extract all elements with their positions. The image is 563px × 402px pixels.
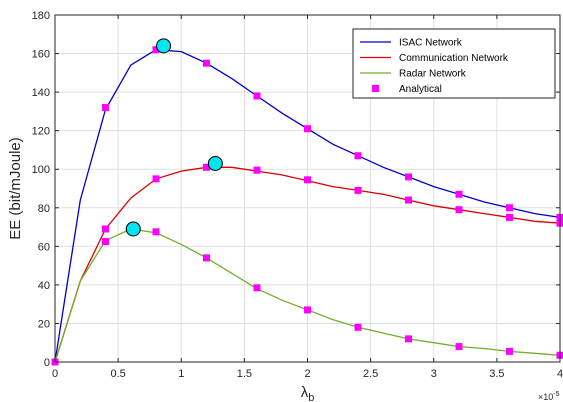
analytical-marker (354, 323, 362, 331)
x-tick-label: 3 (431, 368, 437, 380)
y-tick-label: 140 (32, 87, 50, 99)
optimal-points (125, 38, 223, 237)
y-tick-label: 80 (38, 203, 50, 215)
legend-label: Analytical (399, 84, 442, 95)
x-tick-label: 0 (52, 368, 58, 380)
x-tick-label: 2.5 (363, 368, 378, 380)
legend: ISAC Network Communication Network Radar N… (352, 28, 556, 99)
y-tick-label: 160 (32, 49, 50, 61)
x-tick-label: 1.5 (237, 368, 252, 380)
analytical-marker (152, 46, 160, 54)
legend-label: Radar Network (399, 69, 467, 80)
analytical-marker (506, 213, 513, 221)
analytical-marker (354, 186, 362, 194)
analytical-marker (455, 206, 463, 214)
analytical-marker (152, 175, 160, 183)
x-axis-label-main: λ (301, 384, 309, 401)
y-tick-label: 60 (38, 241, 50, 253)
x-axis-multiplier-exponent: -5 (553, 391, 559, 398)
legend-swatch-3 (372, 85, 379, 92)
optimal-point-marker-1 (207, 155, 223, 171)
analytical-marker (354, 152, 362, 160)
analytical-marker (405, 335, 412, 343)
legend-label: Communication Network (399, 53, 509, 64)
analytical-marker (253, 92, 261, 100)
analytical-markers (51, 46, 563, 366)
analytical-marker (253, 284, 261, 292)
analytical-marker (304, 306, 311, 314)
y-tick-label: 20 (38, 318, 50, 330)
x-axis-label-subscript: b (308, 392, 314, 402)
analytical-marker (102, 104, 109, 112)
legend-box (352, 28, 556, 99)
analytical-marker (506, 204, 513, 212)
y-tick-label: 40 (38, 280, 50, 292)
analytical-marker (203, 163, 210, 171)
y-tick-label: 0 (44, 357, 50, 369)
x-tick-label: 0.5 (110, 368, 125, 380)
analytical-marker (102, 238, 109, 246)
x-tick-label: 1 (178, 368, 184, 380)
analytical-marker (506, 347, 513, 355)
x-tick-label: 2 (304, 368, 310, 380)
x-tick-label: 3.5 (489, 368, 504, 380)
optimal-point-marker-2 (125, 221, 141, 237)
y-tick-label: 100 (32, 164, 50, 176)
x-tick-label: 4 (557, 368, 563, 380)
x-axis-label: λb (301, 384, 315, 402)
analytical-marker (152, 228, 160, 236)
analytical-marker (253, 166, 261, 174)
optimal-point-marker-0 (156, 38, 172, 54)
legend-label: ISAC Network (399, 38, 463, 49)
analytical-marker (203, 254, 210, 262)
analytical-marker (455, 343, 463, 351)
analytical-marker (203, 59, 210, 67)
axis-ticks: 0 0.5 1 1.5 2 2.5 3 3.5 402040608010012014016018… (32, 10, 563, 380)
analytical-marker (455, 190, 463, 198)
analytical-marker (102, 225, 109, 233)
y-axis-label: EE (bit/mJoule) (7, 137, 24, 240)
x-axis-multiplier-base: ×10 (538, 392, 553, 402)
y-tick-label: 180 (32, 10, 50, 22)
analytical-marker (304, 125, 311, 133)
analytical-marker (405, 173, 412, 181)
analytical-marker (304, 176, 311, 184)
analytical-marker (405, 196, 412, 204)
x-axis-multiplier: ×10-5 (538, 391, 560, 402)
y-tick-label: 120 (32, 126, 50, 138)
